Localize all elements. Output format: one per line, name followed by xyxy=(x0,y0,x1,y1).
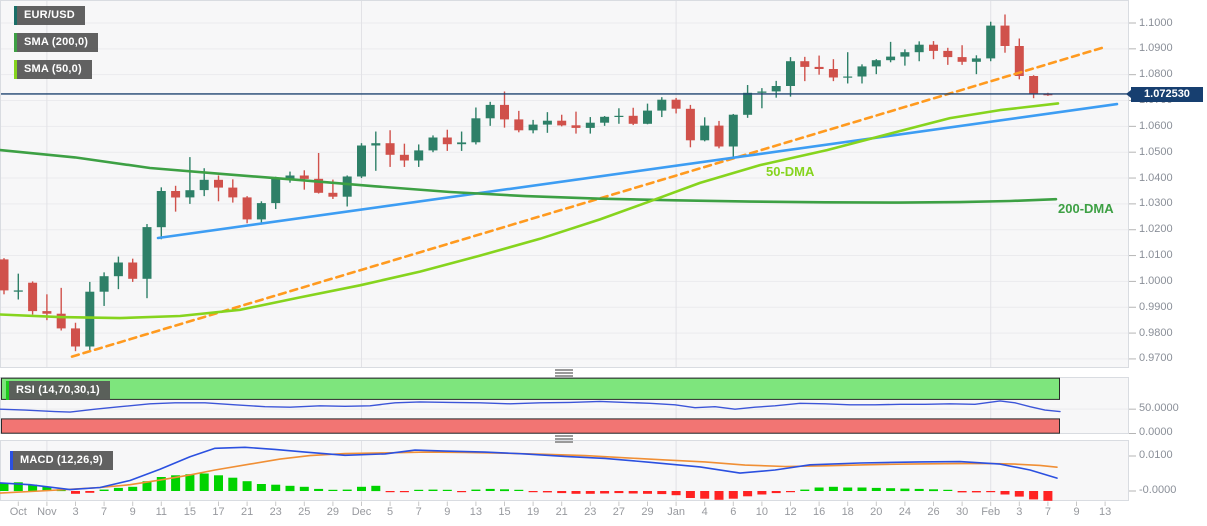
price-axis-tick: 1.1000 xyxy=(1139,16,1173,29)
macd-axis-tick-high: 0.0100 xyxy=(1139,449,1173,461)
x-axis-tick: 11 xyxy=(155,506,167,518)
dma50-annotation: 50-DMA xyxy=(766,164,815,179)
x-axis-tick: 23 xyxy=(269,506,282,518)
x-axis-tick: 19 xyxy=(526,506,540,518)
x-axis-tick: 4 xyxy=(701,506,708,518)
x-axis-tick: 30 xyxy=(955,506,969,518)
x-axis-tick: 6 xyxy=(730,506,737,518)
price-axis-tick: 1.0200 xyxy=(1139,223,1173,236)
macd-badge[interactable]: MACD (12,26,9) xyxy=(10,451,113,470)
x-axis-tick: 21 xyxy=(240,506,254,518)
x-axis-tick: Dec xyxy=(351,506,372,518)
panel-resize-handle-icon[interactable] xyxy=(555,435,573,444)
x-axis-tick: 7 xyxy=(415,506,422,518)
x-axis-tick: 21 xyxy=(555,506,568,518)
rsi-axis-tick-50: 50.0000 xyxy=(1139,402,1179,414)
x-axis-tick: 9 xyxy=(1073,506,1080,518)
x-axis-tick: 29 xyxy=(326,506,340,518)
price-axis-tick: 1.0500 xyxy=(1139,145,1173,158)
x-axis-tick: 29 xyxy=(641,506,654,518)
price-axis-tick: 0.9900 xyxy=(1139,300,1173,313)
sma50-badge[interactable]: SMA (50,0) xyxy=(14,60,92,79)
price-axis-tick: 0.9700 xyxy=(1139,352,1173,365)
price-axis-tick: 0.9800 xyxy=(1139,326,1173,339)
x-axis-tick: 3 xyxy=(72,506,79,518)
price-axis-tick: 1.0400 xyxy=(1139,171,1173,184)
dma200-annotation: 200-DMA xyxy=(1058,201,1114,216)
price-axis-tick: 1.0600 xyxy=(1139,119,1173,132)
x-axis-tick: 9 xyxy=(444,506,451,518)
x-axis-tick: 12 xyxy=(784,506,797,518)
symbol-badge[interactable]: EUR/USD xyxy=(14,6,85,25)
price-axis-tick: 1.0300 xyxy=(1139,197,1173,210)
price-axis-tick: 1.0000 xyxy=(1139,274,1173,287)
x-axis-tick: Oct xyxy=(9,506,27,518)
x-axis-tick: 27 xyxy=(612,506,626,518)
x-axis-tick: 9 xyxy=(129,506,136,518)
x-axis-tick: 16 xyxy=(812,506,826,518)
x-axis-tick: 10 xyxy=(755,506,769,518)
price-axis-tick: 1.0800 xyxy=(1139,68,1173,81)
x-axis-tick: 24 xyxy=(898,506,912,518)
sma200-badge[interactable]: SMA (200,0) xyxy=(14,33,99,52)
x-axis-tick: 3 xyxy=(1016,506,1023,518)
x-axis-tick: Jan xyxy=(667,506,685,518)
panel-resize-handle-icon[interactable] xyxy=(555,369,573,378)
x-axis-tick: Nov xyxy=(37,506,57,518)
x-axis-tick: 20 xyxy=(870,506,883,518)
x-axis-tick: 18 xyxy=(841,506,854,518)
price-axis-tick: 1.0900 xyxy=(1139,42,1173,55)
x-axis-tick: 7 xyxy=(101,506,108,518)
x-axis-tick: 26 xyxy=(927,506,940,518)
x-axis-tick: 5 xyxy=(387,506,394,518)
rsi-badge[interactable]: RSI (14,70,30,1) xyxy=(6,381,110,400)
x-axis-tick: 13 xyxy=(1098,506,1112,518)
x-axis-tick: Feb xyxy=(981,506,1001,518)
x-axis-tick: 15 xyxy=(183,506,197,518)
x-axis-tick: 23 xyxy=(584,506,597,518)
x-axis-tick: 25 xyxy=(298,506,311,518)
current-price-badge: 1.072530 xyxy=(1126,87,1203,102)
rsi-axis-tick-0: 0.0000 xyxy=(1139,426,1173,438)
x-axis-tick: 15 xyxy=(498,506,511,518)
x-axis-tick: 17 xyxy=(212,506,225,518)
x-axis-tick: 7 xyxy=(1044,506,1051,518)
macd-axis-tick-zero: -0.0000 xyxy=(1139,484,1177,496)
x-axis-tick: 13 xyxy=(469,506,483,518)
price-axis-tick: 1.0100 xyxy=(1139,249,1173,262)
